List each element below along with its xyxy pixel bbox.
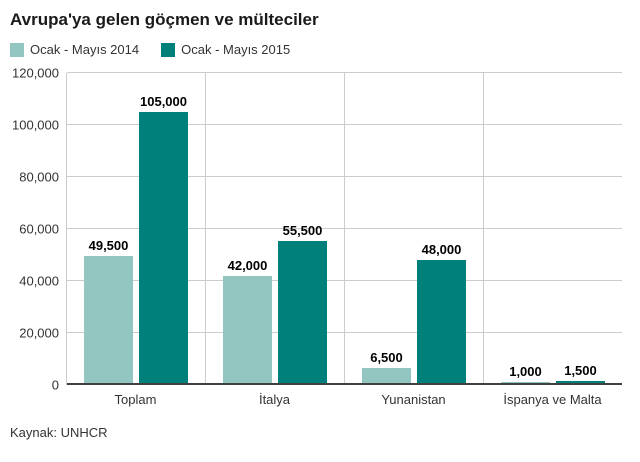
bar-group: 1,000 1,500 — [483, 73, 622, 385]
legend-item: Ocak - Mayıs 2015 — [161, 42, 290, 57]
bar-wrap: 49,500 — [84, 73, 133, 385]
bar-ocak-may-s-2014 — [84, 256, 133, 385]
bar-value-label: 48,000 — [421, 242, 462, 258]
legend-label: Ocak - Mayıs 2015 — [181, 42, 291, 57]
bar-group: 6,500 48,000 — [344, 73, 483, 385]
legend-item: Ocak - Mayıs 2014 — [10, 42, 139, 57]
bar-wrap: 6,500 — [362, 73, 411, 385]
x-category-label: İtalya — [258, 392, 291, 407]
y-tick-label: 100,000 — [12, 117, 59, 133]
gridline — [67, 72, 622, 73]
bar-ocak-may-s-2014 — [362, 368, 411, 385]
bar-groups: 49,500 105,000 42,000 55,500 6,500 48,000 1,00… — [67, 73, 622, 385]
legend-swatch — [10, 42, 24, 57]
bar-chart: 0 20,000 40,000 60,000 80,000 100,000 120,000 4… — [12, 66, 622, 407]
bar-value-label: 42,000 — [227, 257, 268, 273]
legend-swatch — [161, 42, 176, 57]
chart-title: Avrupa'ya gelen göçmen ve mülteciler — [10, 10, 319, 29]
bar-value-label: 6,500 — [370, 350, 403, 366]
x-category-label: Toplam — [114, 392, 157, 407]
source-note: Kaynak: UNHCR — [10, 425, 108, 440]
bar-value-label: 55,500 — [282, 222, 323, 238]
y-tick-label: 40,000 — [19, 273, 59, 289]
legend: Ocak - Mayıs 2014 Ocak - Mayıs 2015 — [10, 42, 628, 57]
bar-value-label: 105,000 — [140, 94, 187, 109]
bar-value-label: 1,000 — [509, 364, 542, 380]
bar-wrap: 105,000 — [139, 73, 188, 385]
bar-ocak-may-s-2015 — [139, 112, 188, 385]
y-tick-label: 0 — [51, 377, 59, 393]
bar-group: 49,500 105,000 — [67, 73, 205, 385]
legend-label: Ocak - Mayıs 2014 — [30, 42, 140, 57]
y-tick-label: 80,000 — [19, 169, 59, 185]
y-tick-label: 60,000 — [19, 221, 59, 237]
bar-value-label: 1,500 — [564, 363, 597, 379]
y-tick-label: 120,000 — [12, 65, 59, 81]
bar-group: 42,000 55,500 — [205, 73, 344, 385]
bar-ocak-may-s-2015 — [417, 260, 466, 385]
bar-wrap: 1,500 — [556, 73, 605, 385]
plot-area: 0 20,000 40,000 60,000 80,000 100,000 120,000 4… — [12, 66, 622, 393]
bar-wrap: 48,000 — [417, 73, 466, 385]
bar-wrap: 1,000 — [501, 73, 550, 385]
bar-ocak-may-s-2015 — [278, 240, 327, 385]
x-category-label: İspanya ve Malta — [503, 392, 602, 407]
y-tick-label: 20,000 — [19, 325, 59, 341]
x-axis-line — [67, 383, 622, 385]
x-axis-labels: Toplam İtalya Yunanistan İspanya ve Malta — [66, 385, 622, 407]
bar-ocak-may-s-2014 — [223, 275, 272, 385]
bar-wrap: 42,000 — [223, 73, 272, 385]
bar-wrap: 55,500 — [278, 73, 327, 385]
bar-value-label: 49,500 — [88, 238, 129, 254]
x-category-label: Yunanistan — [381, 392, 446, 407]
